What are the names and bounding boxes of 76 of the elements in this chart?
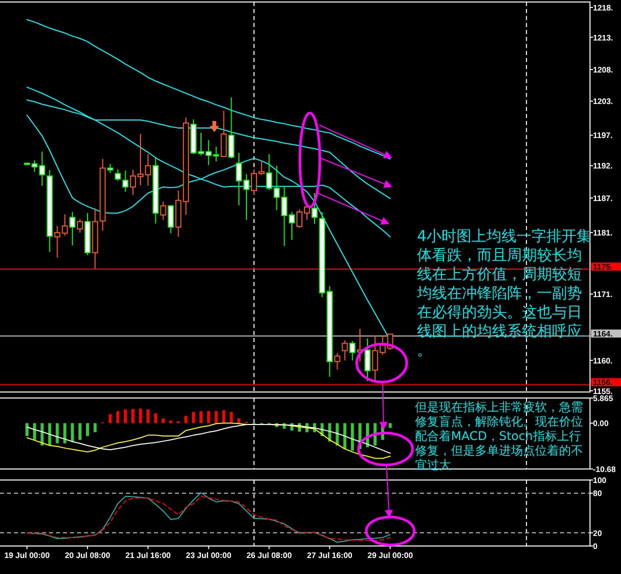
candlestick bbox=[122, 170, 128, 192]
y-tick-label: 100 bbox=[593, 476, 607, 485]
y-tick-label: 1213. bbox=[593, 33, 614, 42]
x-tick-label: 19 Jul 00:00 bbox=[4, 551, 50, 560]
bar bbox=[336, 423, 339, 446]
line-series bbox=[26, 19, 391, 160]
bar bbox=[230, 412, 233, 424]
candlestick bbox=[342, 340, 348, 361]
candlestick bbox=[349, 340, 356, 361]
x-tick-label: 26 Jul 08:00 bbox=[246, 551, 292, 560]
bar bbox=[33, 423, 36, 440]
bar bbox=[48, 423, 52, 446]
bar bbox=[124, 409, 127, 424]
bar bbox=[162, 418, 165, 424]
candlestick bbox=[364, 338, 371, 382]
y-tick-label: 5.865 bbox=[593, 394, 614, 403]
bar bbox=[26, 423, 28, 436]
ref-line-label: 1164. bbox=[593, 330, 613, 339]
bar bbox=[116, 411, 120, 424]
bar bbox=[40, 423, 44, 446]
candlestick bbox=[160, 201, 166, 220]
bar bbox=[78, 423, 82, 440]
bar bbox=[146, 409, 150, 424]
bar bbox=[207, 411, 210, 424]
x-tick-label: 27 Jul 16:00 bbox=[307, 551, 353, 560]
bar bbox=[200, 411, 203, 424]
bar bbox=[108, 414, 112, 424]
ref-line-label: 1175. bbox=[593, 262, 613, 272]
y-tick-label: 0.00 bbox=[593, 419, 610, 428]
candlestick bbox=[168, 204, 174, 234]
y-tick-label: 1203. bbox=[593, 97, 614, 106]
ref-line-label: 1156. bbox=[593, 378, 613, 388]
y-tick-label: 1192. bbox=[593, 162, 613, 171]
candlestick bbox=[334, 352, 340, 370]
line-series bbox=[26, 424, 391, 454]
bar bbox=[184, 416, 188, 424]
y-tick-label: 1155. bbox=[593, 386, 613, 396]
candlestick bbox=[76, 218, 83, 234]
bar bbox=[63, 423, 66, 444]
bar bbox=[70, 423, 74, 442]
bar bbox=[214, 411, 218, 424]
bar bbox=[237, 418, 240, 424]
y-tick-label: 1187. bbox=[593, 194, 613, 203]
bar bbox=[56, 423, 59, 444]
bar bbox=[86, 423, 90, 436]
candlestick bbox=[69, 211, 76, 246]
x-tick-label: 23 Jul 00:00 bbox=[186, 551, 232, 560]
line-series bbox=[26, 422, 391, 459]
bar bbox=[139, 408, 142, 424]
bar bbox=[350, 423, 354, 451]
candlestick bbox=[107, 163, 114, 174]
bar bbox=[131, 409, 134, 424]
x-tick-label: 21 Jul 16:00 bbox=[125, 551, 172, 560]
candlestick bbox=[312, 192, 318, 225]
bar bbox=[154, 413, 158, 424]
candlestick bbox=[220, 110, 227, 158]
y-tick-label: 1181. bbox=[593, 228, 613, 238]
candlestick bbox=[114, 168, 121, 182]
y-tick-label: 1197. bbox=[593, 131, 613, 140]
bar bbox=[94, 423, 97, 432]
y-tick-label: 80 bbox=[593, 489, 602, 498]
y-tick-label: 1218. bbox=[593, 3, 614, 12]
bar bbox=[343, 423, 346, 449]
y-tick-label: 0 bbox=[593, 542, 598, 551]
candlestick bbox=[228, 97, 234, 159]
y-tick-label: 20 bbox=[593, 528, 602, 538]
y-tick-label: 1160. bbox=[593, 356, 613, 366]
bar bbox=[222, 410, 226, 424]
annotation: 但是现在指标上非常疲软，急需修复盲点，解除钝化。现在价位配合着MACD，Stoch指标上行修复，但是多单进场点位着的不宜过大 bbox=[415, 400, 583, 472]
y-tick-label: 1208. bbox=[593, 66, 614, 75]
y-tick-label: -10.68 bbox=[593, 465, 616, 474]
bar bbox=[192, 412, 195, 424]
bar bbox=[169, 420, 172, 424]
x-tick-label: 29 Jul 00:00 bbox=[368, 551, 414, 560]
x-tick-label: 20 Jul 08:00 bbox=[64, 551, 111, 560]
y-tick-label: 1171. bbox=[593, 290, 613, 300]
